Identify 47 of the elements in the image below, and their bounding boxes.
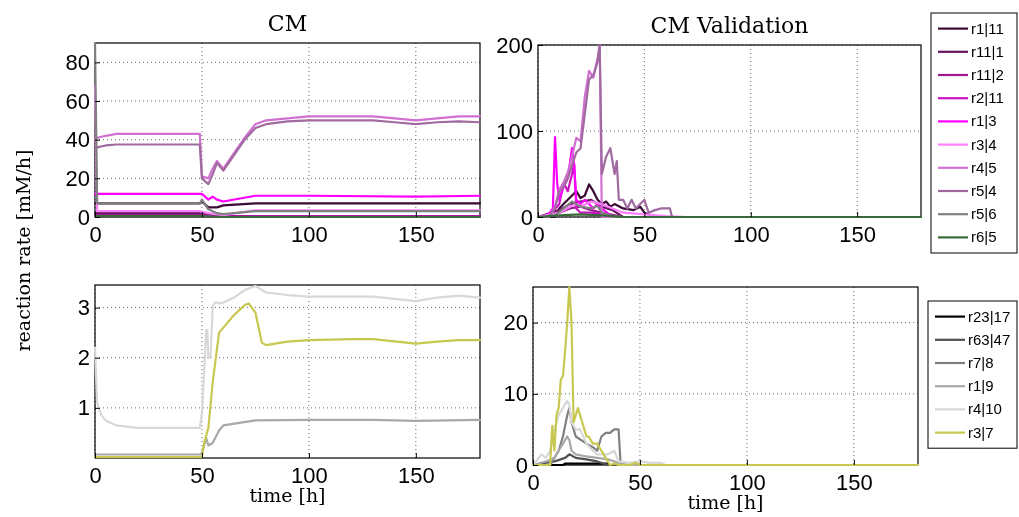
x-tick-label: 50: [628, 469, 653, 495]
y-axis-title: reaction rate [mM/h]: [12, 149, 34, 352]
x-tick-label: 50: [190, 221, 215, 247]
x-tick-label: 150: [397, 462, 435, 488]
legend-label: r11|1: [971, 42, 1004, 60]
legend-label: r3|7: [968, 423, 994, 441]
x-tick-label: 100: [732, 221, 770, 247]
line-series: [93, 418, 482, 456]
legend-label: r5|4: [971, 182, 997, 199]
x-tick-label: 150: [835, 469, 873, 495]
y-tick-label: 100: [496, 118, 533, 144]
x-tick-label: 100: [291, 221, 328, 247]
y-tick-label: 3: [77, 295, 90, 321]
legend-label: r7|8: [968, 354, 994, 371]
y-tick-label: 0: [77, 204, 90, 230]
line-series: [531, 285, 920, 467]
legend-label: r63|47: [968, 330, 1011, 348]
y-tick-label: 0: [520, 204, 533, 230]
legend-label: r23|17: [968, 307, 1011, 325]
legend-label: r1|11: [971, 19, 1004, 37]
x-tick-label: 150: [397, 221, 435, 247]
line-series: [93, 284, 482, 430]
legend-label: r1|3: [971, 112, 997, 130]
y-tick-label: 10: [503, 381, 528, 407]
legend-label: r1|9: [968, 377, 994, 395]
line-series: [93, 302, 482, 459]
legend-label: r11|2: [971, 66, 1004, 83]
x-tick-label: 50: [632, 221, 658, 247]
legend-label: r3|4: [971, 135, 997, 153]
legend-label: r5|6: [971, 205, 997, 223]
legend-label: r6|5: [971, 228, 997, 246]
y-tick-label: 80: [65, 49, 90, 75]
y-tick-label: 200: [496, 32, 533, 58]
x-tick-label: 150: [839, 221, 877, 247]
legend-label: r2|11: [971, 89, 1004, 107]
y-tick-label: 40: [65, 127, 90, 153]
y-tick-label: 1: [77, 395, 90, 421]
chart-title: CM Validation: [650, 13, 809, 38]
x-tick-label: 50: [190, 462, 215, 488]
y-tick-label: 2: [77, 345, 90, 371]
legend-label: r4|10: [968, 400, 1002, 418]
y-tick-label: 20: [65, 165, 90, 191]
line-series: [93, 192, 482, 203]
y-tick-label: 60: [65, 88, 90, 114]
chart-title: CM: [267, 11, 308, 36]
legend-label: r4|5: [971, 158, 997, 176]
y-tick-label: 20: [503, 310, 528, 336]
